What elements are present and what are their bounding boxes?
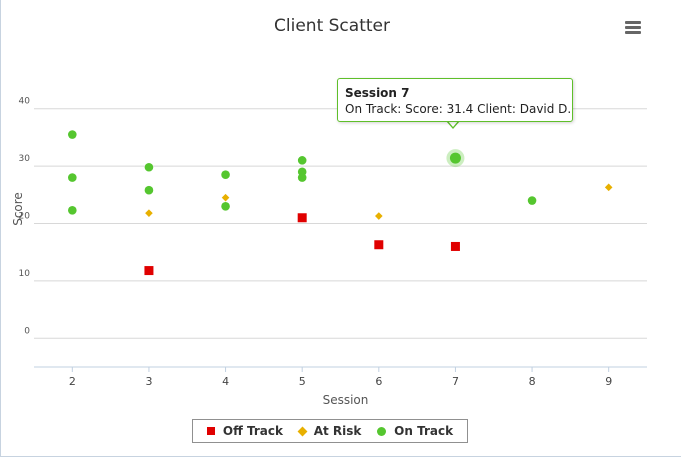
tooltip-text: On Track: Score: 31.4 Client: David D. — [345, 102, 572, 116]
legend-label: Off Track — [222, 424, 283, 438]
legend-label: On Track — [394, 424, 454, 438]
data-point-on-track — [144, 162, 154, 172]
data-point-off-track — [144, 266, 154, 276]
y-tick-label: 20 — [19, 212, 31, 222]
data-point-on-track — [68, 205, 77, 215]
legend-item-on-track[interactable]: On Track — [377, 424, 453, 438]
hamburger-menu-icon[interactable] — [625, 19, 645, 39]
x-tick-label: 6 — [375, 375, 382, 388]
legend-label: At Risk — [313, 424, 362, 438]
data-point-at-risk — [604, 183, 613, 192]
x-tick-label: 5 — [299, 375, 306, 388]
chart-legend: Off Track At Risk On Track — [192, 419, 468, 443]
data-point-off-track — [297, 213, 307, 223]
legend-item-at-risk[interactable]: At Risk — [297, 424, 362, 438]
y-axis-title: Score — [11, 192, 25, 226]
y-tick-label: 0 — [24, 326, 30, 336]
x-axis-title: Session — [323, 393, 369, 407]
data-point-on-track — [297, 156, 307, 165]
chart-title: Client Scatter — [274, 16, 390, 36]
data-point-off-track — [374, 240, 384, 250]
data-point-at-risk — [145, 209, 153, 217]
x-tick-label: 8 — [529, 375, 536, 388]
x-tick-label: 9 — [605, 375, 612, 388]
tooltip-title: Session 7 — [345, 86, 410, 100]
data-point-at-risk — [221, 193, 230, 202]
point-tooltip: Session 7 On Track: Score: 31.4 Client: … — [337, 78, 573, 122]
data-point-on-track — [221, 201, 230, 211]
data-point-off-track — [450, 241, 460, 251]
y-tick-label: 10 — [19, 269, 31, 279]
data-point-on-track — [68, 130, 77, 139]
data-point-at-risk — [375, 212, 383, 220]
data-point-on-track — [68, 173, 77, 182]
tooltip-arrow-fill — [447, 120, 459, 127]
y-tick-label: 40 — [19, 97, 31, 107]
x-tick-label: 4 — [222, 375, 229, 388]
x-tick-label: 7 — [452, 375, 459, 388]
legend-item-off-track[interactable]: Off Track — [206, 424, 283, 438]
red-square-icon — [206, 427, 215, 435]
data-point-on-track — [221, 170, 230, 180]
green-circle-icon — [377, 426, 387, 436]
orange-diamond-icon — [297, 426, 308, 436]
x-tick-label: 2 — [69, 375, 76, 388]
data-point-on-track — [144, 185, 154, 195]
x-tick-label: 3 — [145, 375, 152, 388]
y-tick-label: 30 — [19, 154, 31, 164]
data-point-on-track — [297, 173, 307, 182]
data-point-on-track — [449, 152, 461, 164]
data-point-on-track — [527, 196, 537, 205]
